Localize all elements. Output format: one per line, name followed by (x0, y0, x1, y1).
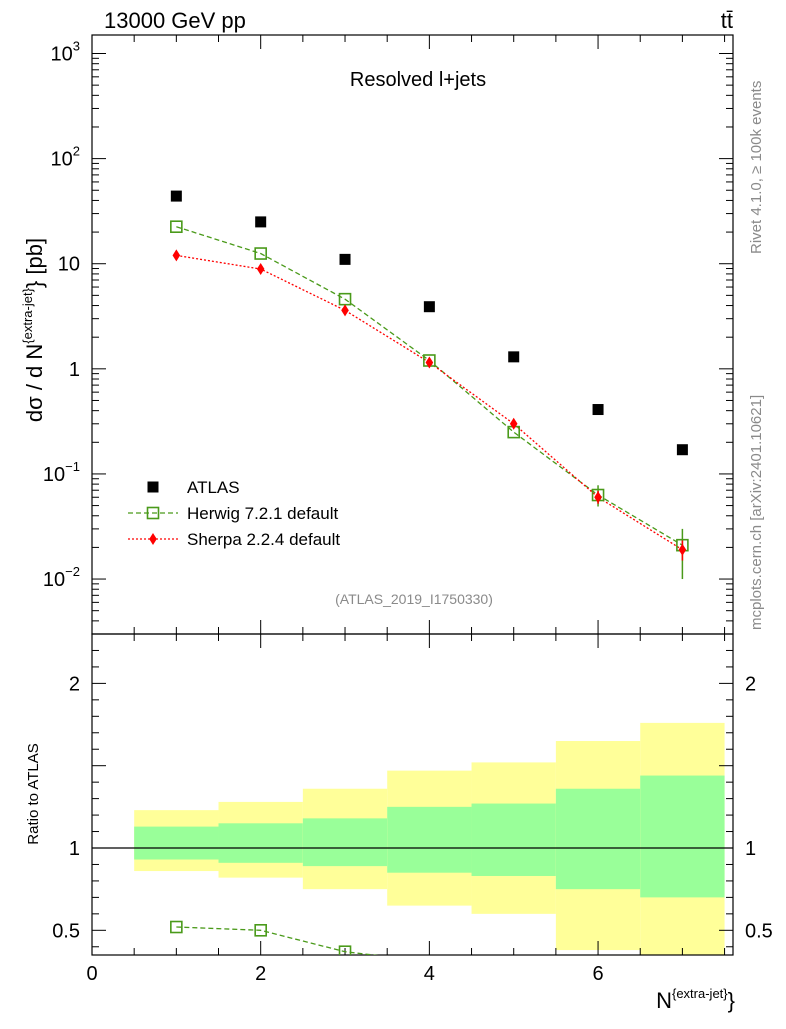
ratio-point (170, 920, 183, 934)
y-tick-label-main: 10−2 (43, 564, 80, 591)
y-tick-label-main: 10−1 (43, 459, 80, 486)
data-point (676, 444, 688, 456)
series-markers (170, 190, 689, 987)
ratio-band-inner-2 (218, 823, 303, 863)
y-tick-label-base: 10 (43, 464, 65, 486)
x-axis-label: N{extra-jet}} (656, 986, 735, 1013)
watermark: (ATLAS_2019_I1750330) (335, 591, 493, 607)
data-point (592, 404, 604, 416)
ratio-band-inner-7 (640, 775, 725, 898)
data-point (170, 190, 182, 202)
y-axis-label-base: dσ / d N (22, 344, 47, 422)
y-tick-label-sup: 2 (73, 144, 80, 159)
legend-marker-3 (149, 533, 157, 545)
ratio-band-inner-4 (387, 806, 472, 873)
legend-label-2: Herwig 7.2.1 default (187, 504, 338, 523)
y-tick-label-base: 10 (51, 44, 73, 66)
ratio-series-2 (170, 920, 519, 987)
data-point (341, 304, 349, 317)
y-tick-label-sup: −1 (65, 459, 80, 474)
x-tick-label: 6 (592, 963, 603, 985)
x-tick-label: 4 (424, 963, 435, 985)
data-point (170, 220, 183, 234)
y-tick-label-main: 10 (58, 254, 80, 276)
y-tick-label-base: 1 (69, 359, 80, 381)
axis-ticks (91, 35, 733, 955)
x-axis-label-tail: } (728, 988, 735, 1013)
data-point (425, 356, 434, 369)
y-tick-label-ratio-left: 2 (69, 673, 80, 695)
ratio-band-inner-5 (471, 803, 556, 876)
x-axis-label-base: N (656, 988, 672, 1013)
ratio-bands (92, 722, 733, 955)
y-axis-label-ratio: Ratio to ATLAS (25, 743, 42, 844)
data-point (254, 247, 267, 260)
series-line-2 (176, 226, 683, 546)
ratio-band-inner-3 (302, 818, 388, 867)
x-tick-label: 2 (255, 963, 266, 985)
y-tick-label-sup: 3 (73, 39, 80, 54)
ratio-band-inner-6 (555, 788, 641, 890)
data-point (594, 491, 602, 504)
data-point (508, 351, 520, 363)
ratio-point (338, 945, 352, 955)
y-tick-label-sup: −2 (65, 564, 80, 579)
y-tick-label-ratio-right: 0.5 (745, 920, 773, 942)
y-tick-label-base: 10 (58, 254, 80, 276)
x-axis-label-sup: {extra-jet} (672, 986, 728, 1001)
data-point (678, 543, 687, 556)
data-point (255, 216, 267, 228)
y-axis-label-main: dσ / d N{extra-jet}} [pb] (20, 238, 47, 422)
legend-label-1: ATLAS (187, 478, 240, 497)
legend: ATLAS Herwig 7.2.1 default Sherpa 2.2.4 de… (128, 478, 340, 549)
header-right: tt̄ (721, 8, 733, 33)
y-tick-label-main: 1 (69, 359, 80, 381)
ratio-band-inner-1 (134, 826, 219, 860)
y-tick-label-ratio-right: 1 (745, 838, 756, 860)
ratio-line (176, 926, 379, 955)
y-tick-label-ratio-left: 1 (69, 838, 80, 860)
y-tick-label-ratio-left: 0.5 (52, 920, 80, 942)
y-tick-label-ratio-right: 2 (745, 673, 756, 695)
plot-title: Resolved l+jets (350, 69, 486, 91)
y-axis-label-sup: {extra-jet} (20, 287, 35, 343)
data-point (256, 263, 265, 276)
y-axis-label-tail: } [pb] (22, 238, 47, 288)
ratio-plot-frame (91, 633, 734, 956)
side-text-mcplots: mcplots.cern.ch [arXiv:2401.10621] (748, 395, 765, 630)
y-tick-label-base: 10 (51, 149, 73, 171)
ratio-point (508, 976, 519, 987)
x-tick-label: 0 (86, 963, 97, 985)
data-point (172, 249, 181, 262)
legend-marker-2 (146, 506, 160, 520)
data-point (339, 253, 351, 265)
series-lines (176, 226, 684, 580)
side-text-rivet: Rivet 4.1.0, ≥ 100k events (748, 81, 765, 254)
data-point (423, 301, 435, 313)
legend-label-3: Sherpa 2.2.4 default (187, 530, 340, 549)
data-point (509, 417, 518, 430)
ratio-point (254, 924, 267, 937)
y-tick-label-base: 10 (43, 569, 65, 591)
header-left: 13000 GeV pp (104, 8, 246, 33)
y-tick-label-main: 103 (51, 39, 80, 66)
y-tick-label-main: 102 (51, 144, 80, 171)
legend-marker-1 (147, 481, 159, 493)
